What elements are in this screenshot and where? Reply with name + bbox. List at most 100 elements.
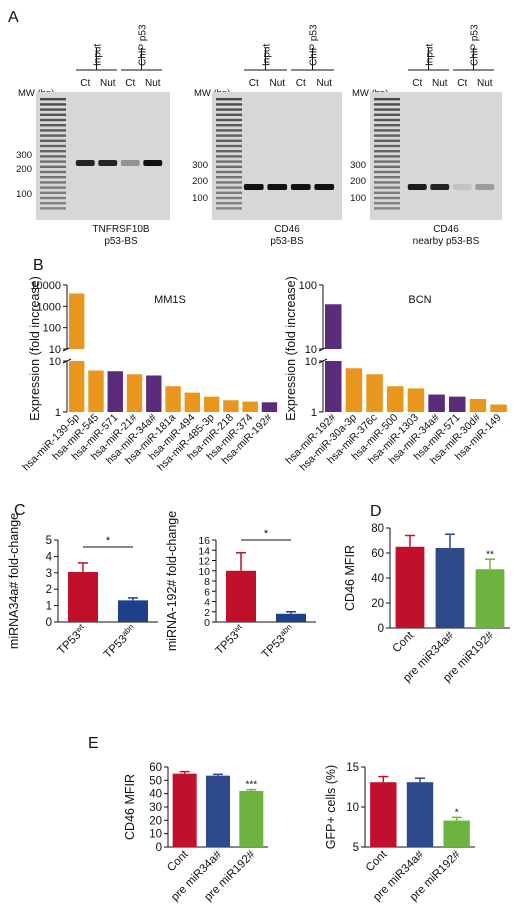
ladder-band xyxy=(216,139,242,142)
gel-lane-label: Ct xyxy=(249,78,259,89)
y-tick-label: 5 xyxy=(353,842,359,854)
sample-band xyxy=(98,160,118,166)
gel-caption: p53-BS xyxy=(104,236,138,247)
ladder-band xyxy=(216,150,242,153)
ladder-band xyxy=(40,186,66,189)
y-tick-label: 30 xyxy=(149,802,162,814)
y-tick-label: 1000 xyxy=(37,301,61,313)
y-tick-label: 2 xyxy=(204,607,210,619)
y-tick-label: 3 xyxy=(46,568,52,580)
sample-band xyxy=(407,184,427,190)
y-axis-label: Expression (fold increase) xyxy=(28,276,42,421)
bar xyxy=(226,570,256,622)
panel-label-e: E xyxy=(88,735,99,752)
ladder-band xyxy=(374,155,400,158)
x-tick-label: TP53abn xyxy=(258,622,297,661)
ladder-band xyxy=(374,160,400,163)
bar xyxy=(370,782,397,847)
ladder-band xyxy=(40,191,66,194)
gel-mw-label: 200 xyxy=(350,176,366,187)
y-tick-label: 60 xyxy=(371,548,384,560)
bar xyxy=(276,613,306,622)
y-tick-label: 80 xyxy=(371,523,384,535)
ladder-band xyxy=(374,144,400,148)
ladder-band xyxy=(374,150,400,153)
y-tick-label: 10 xyxy=(305,356,317,368)
y-tick-label: 10 xyxy=(305,344,317,356)
sample-band xyxy=(430,184,450,190)
y-tick-label: 60 xyxy=(149,762,162,774)
y-tick-label: 14 xyxy=(198,545,210,557)
bar xyxy=(107,371,123,412)
chart-c-2: 0 1 2 3 4 5 miRNA34a# fold-change TP53wt TP53abn… xyxy=(7,513,158,661)
bar xyxy=(69,293,85,349)
bar xyxy=(69,361,85,412)
sample-band xyxy=(143,160,163,166)
gel-caption: nearby p53-BS xyxy=(413,236,480,247)
sample-band xyxy=(452,184,472,190)
y-axis-label: Expression (fold increase) xyxy=(284,276,298,421)
gel-lane-label: Nut xyxy=(145,78,161,89)
ladder-band xyxy=(40,98,66,101)
bar xyxy=(325,361,342,412)
bar xyxy=(172,773,197,847)
panel-label-b: B xyxy=(33,257,44,274)
sample-band xyxy=(120,160,140,166)
y-tick-label: 100 xyxy=(43,323,61,335)
ladder-band xyxy=(216,181,242,184)
ladder-band xyxy=(40,124,66,127)
y-tick-label: 5 xyxy=(46,535,52,547)
ladder-band xyxy=(216,144,242,148)
y-tick-label: 0 xyxy=(378,623,384,635)
ladder-band xyxy=(216,113,242,116)
bar xyxy=(68,571,98,622)
y-tick-label: 50 xyxy=(149,775,162,787)
ladder-band xyxy=(374,196,400,200)
bar xyxy=(443,820,470,847)
ladder-band xyxy=(216,129,242,132)
ladder-band xyxy=(374,176,400,179)
gel-lane-label: Nut xyxy=(100,78,116,89)
gel-lane-label: Nut xyxy=(432,78,448,89)
bar xyxy=(223,400,239,412)
gel-header-label: Input xyxy=(425,44,436,66)
ladder-band xyxy=(40,207,66,210)
sample-band xyxy=(290,184,311,190)
y-tick-label: 4 xyxy=(46,551,53,563)
ladder-band xyxy=(216,207,242,210)
y-tick-label: 12 xyxy=(198,556,210,568)
bar xyxy=(88,370,104,412)
y-tick-label: 20 xyxy=(149,815,162,827)
sample-band xyxy=(243,184,264,190)
ladder-band xyxy=(216,155,242,158)
ladder-band xyxy=(216,165,242,168)
x-tick-label: TP53abn xyxy=(100,622,139,661)
gel-header-label: ChIP p53 xyxy=(309,24,320,66)
ladder-band xyxy=(40,202,66,205)
ladder-band xyxy=(40,103,66,106)
bar xyxy=(126,374,143,412)
gel-header-label: Input xyxy=(93,44,104,66)
ladder-band xyxy=(40,176,66,179)
y-tick-label: 0 xyxy=(204,617,210,629)
ladder-band xyxy=(216,103,242,106)
panel-label-a: A xyxy=(8,9,19,26)
ladder-band xyxy=(216,124,242,127)
y-tick-label: 10000 xyxy=(30,280,61,292)
y-tick-label: 40 xyxy=(149,789,162,801)
ladder-band xyxy=(374,103,400,106)
gel-mw-label: 200 xyxy=(192,176,208,187)
gel-header-label: Input xyxy=(262,44,273,66)
y-axis-label: miRNA-192# fold-change xyxy=(165,511,179,651)
chart-title: BCN xyxy=(408,294,431,306)
bar xyxy=(449,396,466,412)
ladder-band xyxy=(216,108,242,111)
x-tick-label: TP53wt xyxy=(212,622,248,658)
y-tick-label: 10 xyxy=(149,829,162,841)
gel-lane-label: Ct xyxy=(412,78,422,89)
bar xyxy=(242,401,258,412)
ladder-band xyxy=(40,150,66,153)
